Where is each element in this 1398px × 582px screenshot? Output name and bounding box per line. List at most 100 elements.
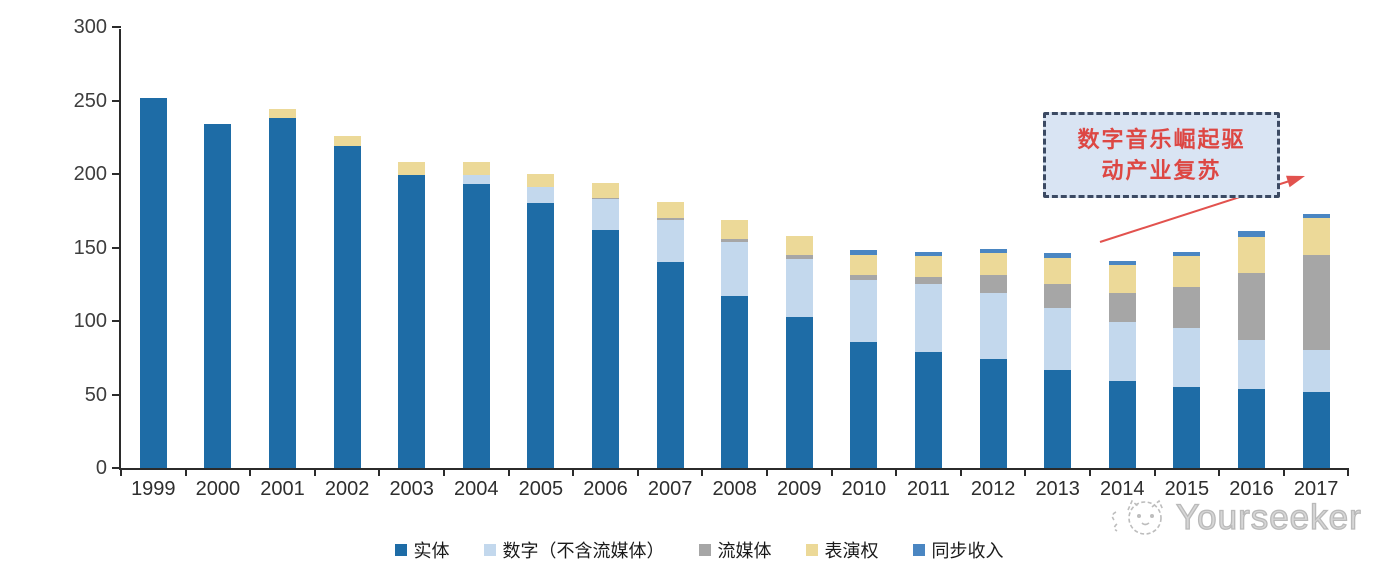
bar-segment-数字（不含流媒体）: [721, 241, 749, 297]
x-axis-tick: [184, 468, 187, 476]
x-axis-tick: [701, 468, 704, 476]
bar-2002: [333, 135, 361, 468]
x-axis-tick: [378, 468, 381, 476]
bar-2010: [850, 250, 878, 468]
bar-2015: [1173, 251, 1201, 468]
y-axis-label: 100: [73, 310, 107, 332]
bar-segment-实体: [333, 146, 361, 468]
bar-segment-同步收入: [979, 248, 1007, 254]
legend-swatch-icon: [698, 544, 711, 556]
bar-segment-表演权: [269, 109, 296, 119]
x-axis-label-2015: 2015: [1164, 478, 1210, 500]
y-axis-label: 0: [95, 457, 107, 479]
bar-segment-数字（不含流媒体）: [1238, 340, 1265, 389]
bar-2012: [979, 248, 1007, 468]
bar-segment-数字（不含流媒体）: [785, 259, 813, 317]
plot-area: 0 50 100 150 200 250 300 1999 2000 2001 2002 2003 20…: [74, 17, 1350, 500]
bar-segment-表演权: [592, 182, 619, 198]
bar-segment-实体: [592, 229, 619, 468]
x-axis-label-2012: 2012: [970, 478, 1016, 500]
x-axis-label-2006: 2006: [583, 478, 628, 500]
bar-2001: [269, 109, 296, 468]
bar-segment-实体: [785, 316, 813, 468]
bar-segment-实体: [1238, 388, 1265, 468]
bar-segment-流媒体: [1044, 284, 1072, 308]
bar-2013: [1044, 253, 1072, 468]
bar-2008: [721, 219, 749, 468]
y-axis-tick: [112, 393, 121, 396]
bar-segment-流媒体: [979, 275, 1007, 294]
bar-segment-同步收入: [1173, 251, 1201, 257]
bar-segment-表演权: [979, 253, 1007, 276]
x-axis-label-2014: 2014: [1100, 478, 1145, 500]
legend-swatch-icon: [805, 544, 818, 556]
bar-segment-实体: [915, 351, 942, 468]
bar-segment-表演权: [333, 135, 361, 147]
bar-segment-流媒体: [1302, 254, 1330, 351]
bar-segment-实体: [1044, 369, 1072, 468]
x-axis-label-2010: 2010: [841, 478, 887, 500]
bar-segment-流媒体: [592, 197, 619, 199]
y-axis-tick: [112, 173, 121, 175]
annotation-line2: 动产业复苏: [1101, 158, 1222, 183]
x-axis-label-2005: 2005: [518, 478, 564, 500]
x-axis-tick: [507, 468, 510, 476]
bar-segment-流媒体: [656, 218, 684, 220]
bar-segment-同步收入: [1302, 213, 1330, 219]
x-axis-tick: [636, 468, 639, 476]
x-axis-tick: [443, 468, 445, 476]
bar-segment-表演权: [1302, 218, 1330, 255]
bar-2016: [1238, 231, 1265, 468]
x-axis-tick: [959, 468, 962, 476]
watermark-text: Yourseeker: [1175, 497, 1362, 537]
legend-label: 实体: [413, 541, 450, 561]
y-axis-label: 250: [73, 89, 107, 112]
legend-swatch-icon: [483, 544, 496, 556]
bar-segment-表演权: [1044, 257, 1072, 285]
x-axis-label-2007: 2007: [647, 478, 693, 500]
bar-segment-实体: [850, 341, 878, 468]
bar-segment-表演权: [785, 235, 813, 255]
bar-segment-表演权: [1173, 256, 1201, 288]
bar-segment-数字（不含流媒体）: [1302, 350, 1330, 392]
legend-label: 同步收入: [931, 541, 1004, 561]
x-axis-label-2017: 2017: [1293, 478, 1339, 500]
bar-1999: [139, 97, 167, 468]
bar-2006: [592, 182, 619, 468]
x-axis-label-1999: 1999: [131, 478, 176, 500]
bar-segment-数字（不含流媒体）: [850, 279, 878, 342]
x-axis-tick: [895, 468, 898, 476]
y-axis-tick: [112, 320, 121, 322]
legend-label: 流媒体: [717, 541, 772, 561]
bar-segment-实体: [269, 118, 296, 468]
bar-segment-表演权: [398, 162, 426, 176]
legend-item-流媒体: 流媒体: [698, 537, 772, 563]
bar-segment-实体: [979, 359, 1007, 468]
bar-segment-表演权: [721, 219, 749, 239]
bar-segment-流媒体: [1238, 272, 1265, 341]
x-axis-label-2016: 2016: [1229, 478, 1274, 500]
bar-segment-表演权: [527, 174, 555, 188]
legend-swatch-icon: [394, 544, 407, 556]
x-axis-tick: [1282, 468, 1285, 476]
bar-segment-数字（不含流媒体）: [915, 284, 942, 352]
bar-segment-同步收入: [1238, 231, 1265, 238]
bar-segment-数字（不含流媒体）: [592, 199, 619, 230]
x-axis-tick: [120, 468, 122, 476]
x-axis-label-2003: 2003: [389, 478, 434, 500]
y-axis-label: 150: [73, 236, 107, 259]
x-axis-label-2001: 2001: [260, 478, 305, 500]
bar-segment-同步收入: [1108, 260, 1136, 266]
y-axis-tick: [112, 26, 121, 28]
bar-segment-实体: [527, 203, 555, 468]
bar-segment-流媒体: [850, 275, 878, 280]
legend-item-表演权: 表演权: [805, 537, 879, 563]
x-axis-label-2002: 2002: [324, 478, 370, 500]
y-axis-tick: [112, 246, 121, 249]
bar-segment-同步收入: [1044, 253, 1072, 258]
bar-segment-同步收入: [915, 251, 942, 257]
x-axis-label-2009: 2009: [777, 478, 822, 500]
legend-label: 数字（不含流媒体）: [502, 541, 665, 561]
legend-item-数字（不含流媒体）: 数字（不含流媒体）: [483, 537, 665, 563]
